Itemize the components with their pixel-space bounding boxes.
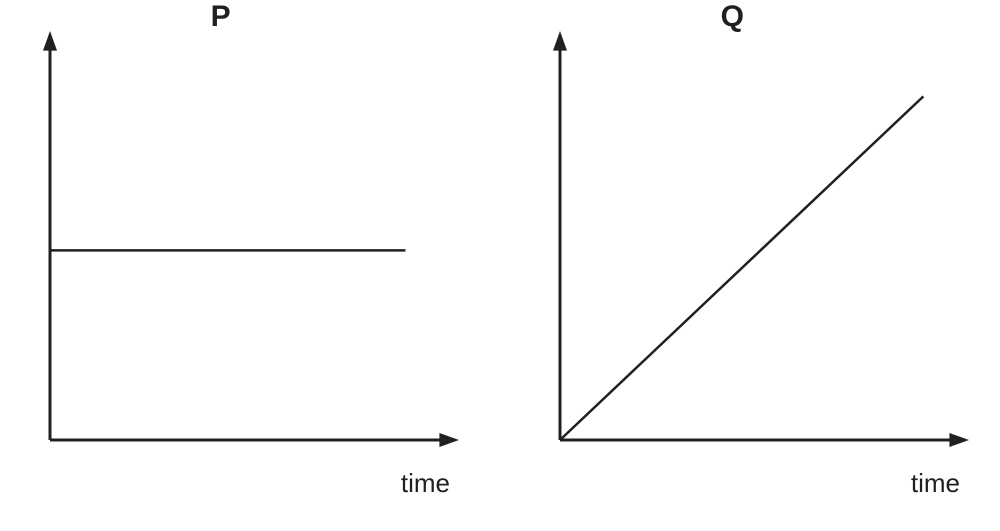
chart-p-svg [30,30,460,460]
chart-q: Q time [540,30,970,460]
chart-q-svg [540,30,970,460]
chart-q-xlabel: time [911,468,960,499]
chart-p-title: P [211,0,231,34]
chart-p-xlabel: time [401,468,450,499]
chart-p: P time [30,30,460,460]
chart-q-title: Q [721,0,744,34]
